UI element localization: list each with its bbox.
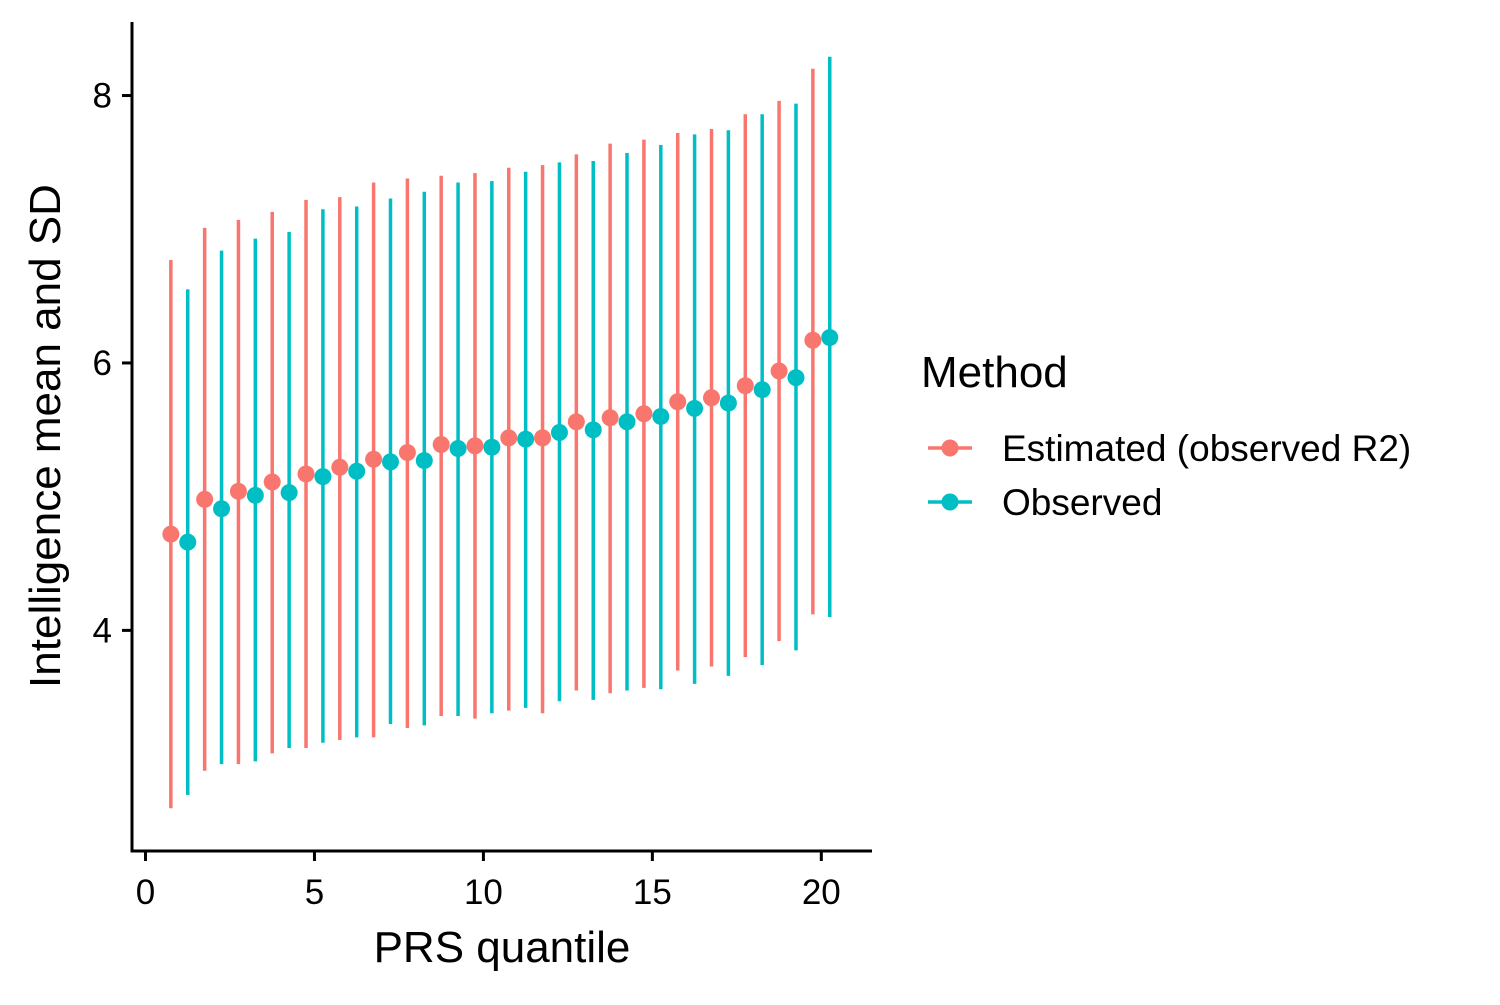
point-estimated-observed-r2-12 [534, 429, 552, 447]
point-observed-10 [483, 438, 501, 456]
point-observed-12 [550, 423, 568, 441]
point-estimated-observed-r2-6 [331, 458, 349, 476]
x-tick-label-20: 20 [802, 873, 841, 912]
x-axis-title: PRS quantile [374, 923, 631, 972]
legend-key-point-observed [941, 493, 959, 511]
point-observed-1 [179, 533, 197, 551]
legend-key-point-estimated [941, 439, 959, 457]
x-tick-label-5: 5 [305, 873, 324, 912]
legend: Method Estimated (observed R2) Observed [921, 348, 1411, 523]
point-observed-5 [314, 468, 332, 486]
y-tick-label-4: 4 [93, 611, 112, 650]
point-observed-4 [280, 484, 298, 502]
point-observed-17 [719, 394, 737, 412]
legend-item-observed: Observed [928, 482, 1162, 523]
legend-item-estimated: Estimated (observed R2) [928, 428, 1411, 469]
point-observed-19 [787, 369, 805, 387]
y-tick-label-6: 6 [93, 344, 112, 383]
point-estimated-observed-r2-2 [196, 490, 214, 508]
point-estimated-observed-r2-13 [567, 413, 585, 431]
point-observed-8 [415, 452, 433, 470]
point-observed-6 [348, 462, 366, 480]
legend-label-observed: Observed [1002, 482, 1162, 523]
point-estimated-observed-r2-9 [432, 436, 450, 454]
point-estimated-observed-r2-19 [770, 362, 788, 380]
point-observed-7 [381, 453, 399, 471]
point-estimated-observed-r2-20 [804, 331, 822, 349]
x-tick-label-10: 10 [464, 873, 503, 912]
ticks-layer: 0 5 10 15 20 4 6 8 [93, 77, 841, 912]
y-axis-title: Intelligence mean and SD [21, 184, 70, 688]
point-estimated-observed-r2-11 [500, 429, 518, 447]
point-observed-14 [618, 413, 636, 431]
point-estimated-observed-r2-15 [635, 405, 653, 423]
point-estimated-observed-r2-1 [162, 525, 180, 543]
point-observed-9 [449, 440, 467, 458]
points-layer [162, 329, 839, 551]
legend-title: Method [921, 348, 1068, 397]
point-estimated-observed-r2-4 [263, 473, 281, 491]
point-observed-16 [686, 399, 704, 417]
point-estimated-observed-r2-18 [736, 377, 754, 395]
point-estimated-observed-r2-10 [466, 437, 484, 455]
y-tick-label-8: 8 [93, 77, 112, 116]
point-observed-11 [517, 430, 535, 448]
point-observed-18 [753, 381, 771, 399]
point-estimated-observed-r2-8 [398, 444, 416, 462]
point-observed-20 [821, 329, 839, 347]
point-observed-15 [652, 407, 670, 425]
error-bars-layer [169, 56, 832, 809]
point-estimated-observed-r2-5 [297, 465, 315, 483]
point-estimated-observed-r2-16 [669, 393, 687, 411]
point-estimated-observed-r2-17 [702, 389, 720, 407]
legend-label-estimated: Estimated (observed R2) [1002, 428, 1411, 469]
point-observed-13 [584, 421, 602, 439]
point-estimated-observed-r2-14 [601, 409, 619, 427]
x-tick-label-15: 15 [633, 873, 672, 912]
x-tick-label-0: 0 [136, 873, 155, 912]
point-estimated-observed-r2-7 [365, 450, 383, 468]
point-estimated-observed-r2-3 [229, 482, 247, 500]
point-observed-3 [246, 486, 264, 504]
point-observed-2 [213, 500, 231, 518]
